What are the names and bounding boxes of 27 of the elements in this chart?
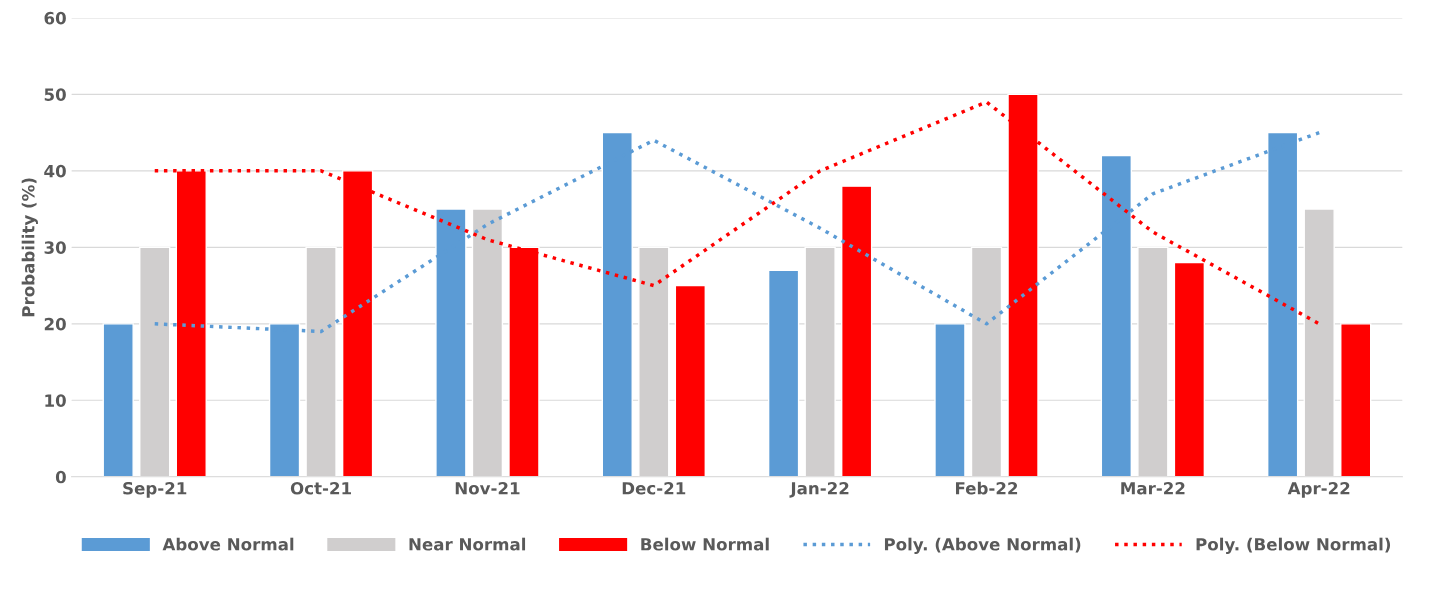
y-tick-label: 50 (44, 88, 66, 101)
bar (767, 269, 800, 477)
legend-label: Below Normal (641, 537, 769, 551)
legend-label: Near Normal (409, 537, 526, 551)
x-tick-label: Dec-21 (622, 481, 686, 495)
y-tick-label: 40 (44, 164, 66, 178)
y-tick-label: 10 (45, 394, 66, 407)
bar (1340, 323, 1372, 477)
x-tick-label: Jan-22 (789, 481, 849, 498)
x-tick-label: Feb-22 (956, 481, 1018, 495)
y-tick-label: 0 (55, 470, 66, 484)
y-tick-label: 30 (44, 241, 66, 254)
x-tick-label: Oct-21 (290, 481, 351, 495)
bar (934, 323, 966, 477)
y-tick-label: 60 (44, 11, 66, 25)
bar (674, 284, 706, 477)
y-tick-label: 20 (44, 317, 66, 331)
legend-label: Poly. (Above Normal) (884, 537, 1081, 554)
y-axis-title: Probability (%) (21, 178, 38, 317)
bar (841, 185, 873, 477)
bar (102, 323, 134, 477)
x-tick-label: Mar-22 (1121, 481, 1185, 495)
x-tick-label: Sep-21 (123, 481, 187, 498)
x-tick-label: Apr-22 (1287, 481, 1350, 498)
x-tick-label: Nov-21 (455, 481, 520, 495)
legend-label: Above Normal (162, 537, 294, 551)
legend-label: Poly. (Below Normal) (1196, 537, 1391, 554)
